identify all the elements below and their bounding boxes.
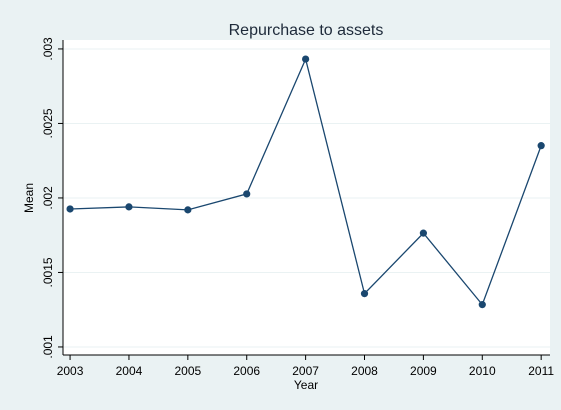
y-tick-label: .0015 [41,257,55,287]
marker [243,190,251,198]
x-tick-label: 2010 [469,364,496,378]
x-tick-label: 2006 [233,364,260,378]
y-tick-label: .003 [41,37,55,61]
x-axis-title: Year [294,378,318,392]
x-tick-label: 2008 [351,364,378,378]
y-tick-label: .0025 [41,108,55,138]
x-tick-label: 2004 [116,364,143,378]
marker [66,205,74,213]
marker [184,206,192,214]
marker [360,290,369,298]
x-tick-label: 2003 [57,364,84,378]
x-tick-label: 2005 [174,364,201,378]
chart-title: Repurchase to assets [229,22,384,39]
x-tick-label: 2011 [528,364,554,378]
x-tick-label: 2009 [410,364,437,378]
marker [419,229,427,237]
marker [478,301,486,309]
marker [537,142,545,150]
y-axis-title: Mean [22,183,36,213]
y-tick-label: .002 [41,186,55,210]
marker [302,55,310,63]
y-tick-label: .001 [41,335,55,359]
x-tick-label: 2007 [292,364,319,378]
marker [125,203,133,211]
